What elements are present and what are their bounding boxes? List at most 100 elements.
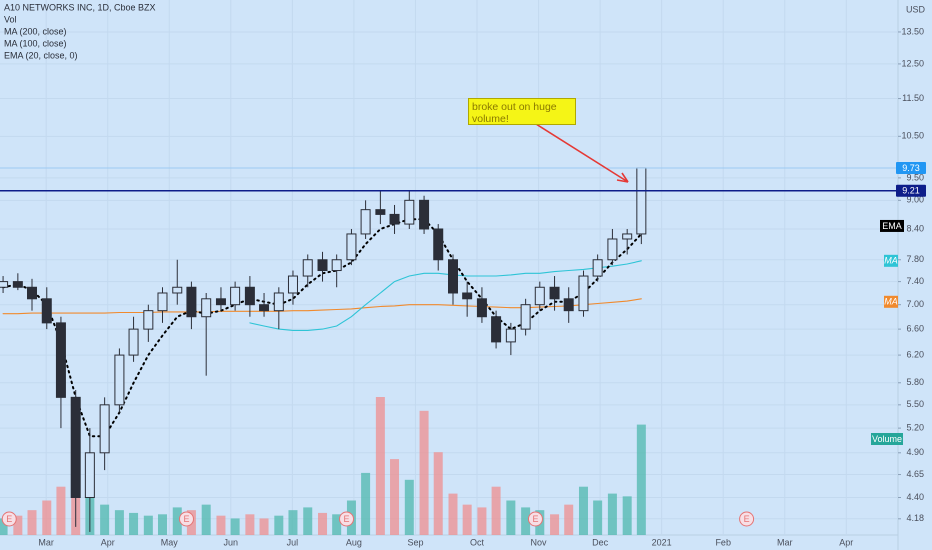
- candle-body: [70, 396, 81, 498]
- series-tag-box: [884, 295, 898, 308]
- candle-body: [244, 286, 255, 306]
- earnings-label: E: [532, 514, 538, 524]
- volume-bar: [100, 504, 110, 535]
- annotation: broke out on huge volume!: [468, 98, 576, 125]
- candle-body: [549, 286, 560, 300]
- x-tick-label: Apr: [101, 537, 115, 547]
- y-tick-label: 11.50: [902, 93, 924, 103]
- volume-bar: [448, 493, 458, 535]
- x-tick-label: Jul: [287, 537, 299, 547]
- volume-bar: [506, 500, 516, 535]
- legend-volume: Vol: [4, 14, 17, 24]
- candle-body: [578, 275, 589, 312]
- candle-body: [157, 292, 168, 312]
- x-tick-label: Aug: [346, 537, 362, 547]
- candle-body: [55, 322, 66, 398]
- candle-body: [534, 286, 545, 306]
- x-tick-label: Jun: [224, 537, 239, 547]
- ma-line: [2, 298, 642, 315]
- hline-label: 9.21: [902, 186, 920, 196]
- volume-bar: [332, 514, 342, 535]
- last-price-label: 9.73: [902, 163, 920, 173]
- volume-bar: [230, 518, 240, 535]
- candle-body: [448, 259, 459, 294]
- x-tick-label: May: [161, 537, 179, 547]
- earnings-marker: [739, 511, 755, 527]
- volume-bar: [578, 486, 588, 535]
- y-tick-label: 6.20: [906, 349, 924, 359]
- x-tick-label: Sep: [407, 537, 423, 547]
- x-tick-label: 2021: [652, 537, 672, 547]
- candle-body: [346, 233, 357, 261]
- volume-bar: [13, 515, 23, 535]
- volume-bar: [550, 514, 560, 535]
- volume-bar: [622, 496, 632, 535]
- candle-body: [622, 233, 633, 240]
- y-tick-label: 7.00: [906, 299, 924, 309]
- y-tick-label: 9.00: [906, 195, 924, 205]
- candle-body: [99, 404, 110, 454]
- y-tick-label: 9.50: [906, 172, 924, 182]
- y-tick-label: 4.40: [906, 492, 924, 502]
- candle-body: [404, 199, 415, 225]
- candle-body: [172, 286, 183, 294]
- x-tick-label: Oct: [470, 537, 485, 547]
- y-tick-label: 7.80: [906, 254, 924, 264]
- candle-body: [491, 316, 502, 343]
- series-tag-box: [880, 219, 904, 232]
- earnings-marker: [527, 511, 543, 527]
- candle-body: [12, 281, 23, 288]
- volume-bar: [288, 510, 298, 535]
- candle-body: [520, 304, 531, 330]
- candle-body: [607, 238, 618, 261]
- series-tag-box: [884, 254, 898, 267]
- candle-body: [215, 298, 226, 306]
- volume-bar: [157, 514, 167, 535]
- last-price-label-box: [896, 161, 926, 174]
- volume-bar: [462, 504, 472, 535]
- candle-body: [419, 199, 430, 230]
- x-tick-label: Dec: [592, 537, 609, 547]
- earnings-label: E: [183, 514, 189, 524]
- candle-body: [317, 259, 328, 272]
- y-tick-label: 8.40: [906, 223, 924, 233]
- y-tick-label: 4.18: [906, 513, 924, 523]
- volume-bar: [0, 518, 8, 535]
- candle-body: [375, 209, 386, 215]
- earnings-marker: [178, 511, 194, 527]
- y-tick-label: 5.50: [906, 399, 924, 409]
- y-tick-label: 13.50: [901, 26, 924, 36]
- y-tick-label: 6.60: [906, 323, 924, 333]
- volume-bar: [361, 472, 371, 535]
- y-tick-label: 7.40: [906, 276, 924, 286]
- volume-bar: [636, 424, 646, 535]
- volume-bar: [318, 512, 328, 535]
- y-tick-label: 10.50: [901, 131, 924, 141]
- earnings-label: E: [344, 514, 350, 524]
- legend-entry: EMA (20, close, 0): [4, 50, 78, 60]
- volume-bar: [129, 512, 139, 535]
- y-tick-label: 4.65: [906, 469, 924, 479]
- candle-body: [433, 228, 444, 261]
- y-tick-label: 5.80: [906, 377, 924, 387]
- arrow-line: [535, 123, 629, 183]
- earnings-label: E: [6, 514, 12, 524]
- legend-entry: MA (200, close): [4, 26, 67, 36]
- volume-bar: [56, 486, 66, 535]
- candle-body: [128, 328, 139, 356]
- volume-bar: [593, 500, 603, 535]
- candle-body: [302, 259, 313, 277]
- candle-body: [143, 310, 154, 330]
- candle-body: [636, 167, 647, 235]
- x-tick-label: Mar: [38, 537, 54, 547]
- earnings-label: E: [744, 514, 750, 524]
- series-tag: MA: [884, 297, 898, 307]
- volume-bar: [27, 510, 37, 535]
- volume-bar: [433, 452, 443, 535]
- candle-body: [114, 354, 125, 406]
- candle-body: [259, 304, 270, 312]
- candle-body: [201, 298, 212, 318]
- volume-bar: [201, 504, 211, 535]
- volume-bar: [491, 486, 501, 535]
